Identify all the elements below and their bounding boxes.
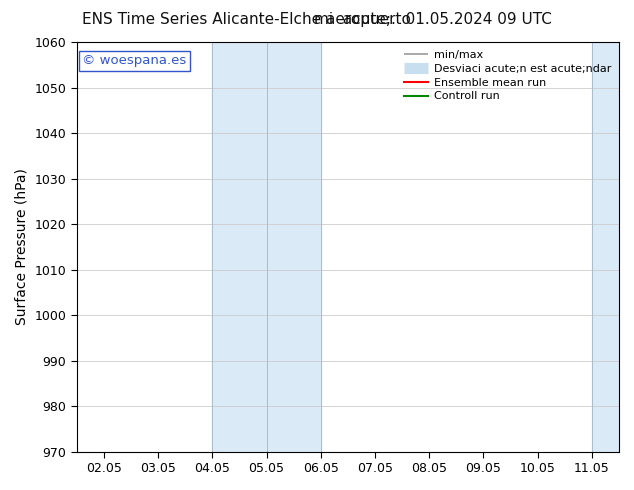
Y-axis label: Surface Pressure (hPa): Surface Pressure (hPa) bbox=[15, 169, 29, 325]
Text: © woespana.es: © woespana.es bbox=[82, 54, 186, 67]
Text: mi  acute;.  01.05.2024 09 UTC: mi acute;. 01.05.2024 09 UTC bbox=[314, 12, 552, 27]
Bar bbox=[212, 42, 321, 452]
Legend: min/max, Desviaci acute;n est acute;ndar, Ensemble mean run, Controll run: min/max, Desviaci acute;n est acute;ndar… bbox=[399, 46, 616, 106]
Bar bbox=[592, 42, 619, 452]
Text: ENS Time Series Alicante-Elche aeropuerto: ENS Time Series Alicante-Elche aeropuert… bbox=[82, 12, 411, 27]
